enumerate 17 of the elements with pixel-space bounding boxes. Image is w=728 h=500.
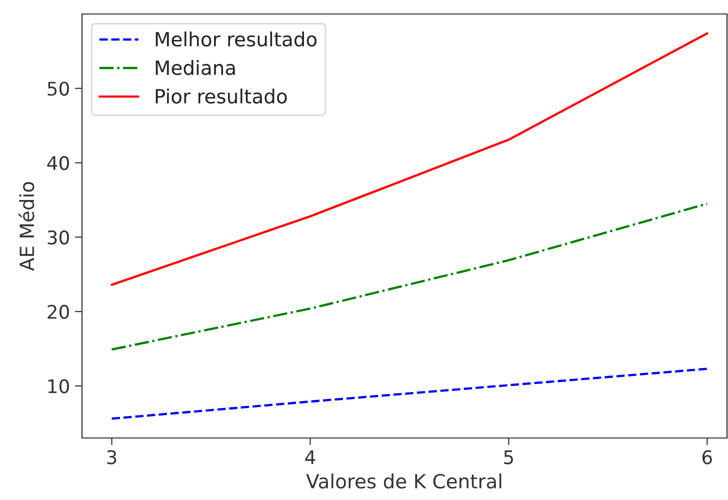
line-series [110, 32, 708, 286]
x-tick-label: 6 [702, 450, 712, 464]
x-axis-title: Valores de K Central [306, 474, 502, 489]
x-tick-label: 3 [107, 450, 116, 464]
legend-label: Mediana [156, 60, 235, 76]
line-series [110, 202, 708, 351]
legend-label: Pior resultado [156, 88, 287, 104]
y-tick-label: 40 [47, 156, 69, 170]
y-tick-label: 30 [48, 230, 69, 245]
line-series [110, 368, 708, 420]
y-tick-label: 20 [48, 304, 69, 319]
y-axis-title: AE Médio [18, 182, 34, 271]
y-tick-label: 50 [48, 82, 69, 96]
y-tick-label: 10 [48, 379, 69, 394]
legend-label: Melhor resultado [156, 32, 317, 47]
x-tick-label: 5 [504, 450, 514, 464]
x-tick-label: 4 [305, 450, 316, 464]
